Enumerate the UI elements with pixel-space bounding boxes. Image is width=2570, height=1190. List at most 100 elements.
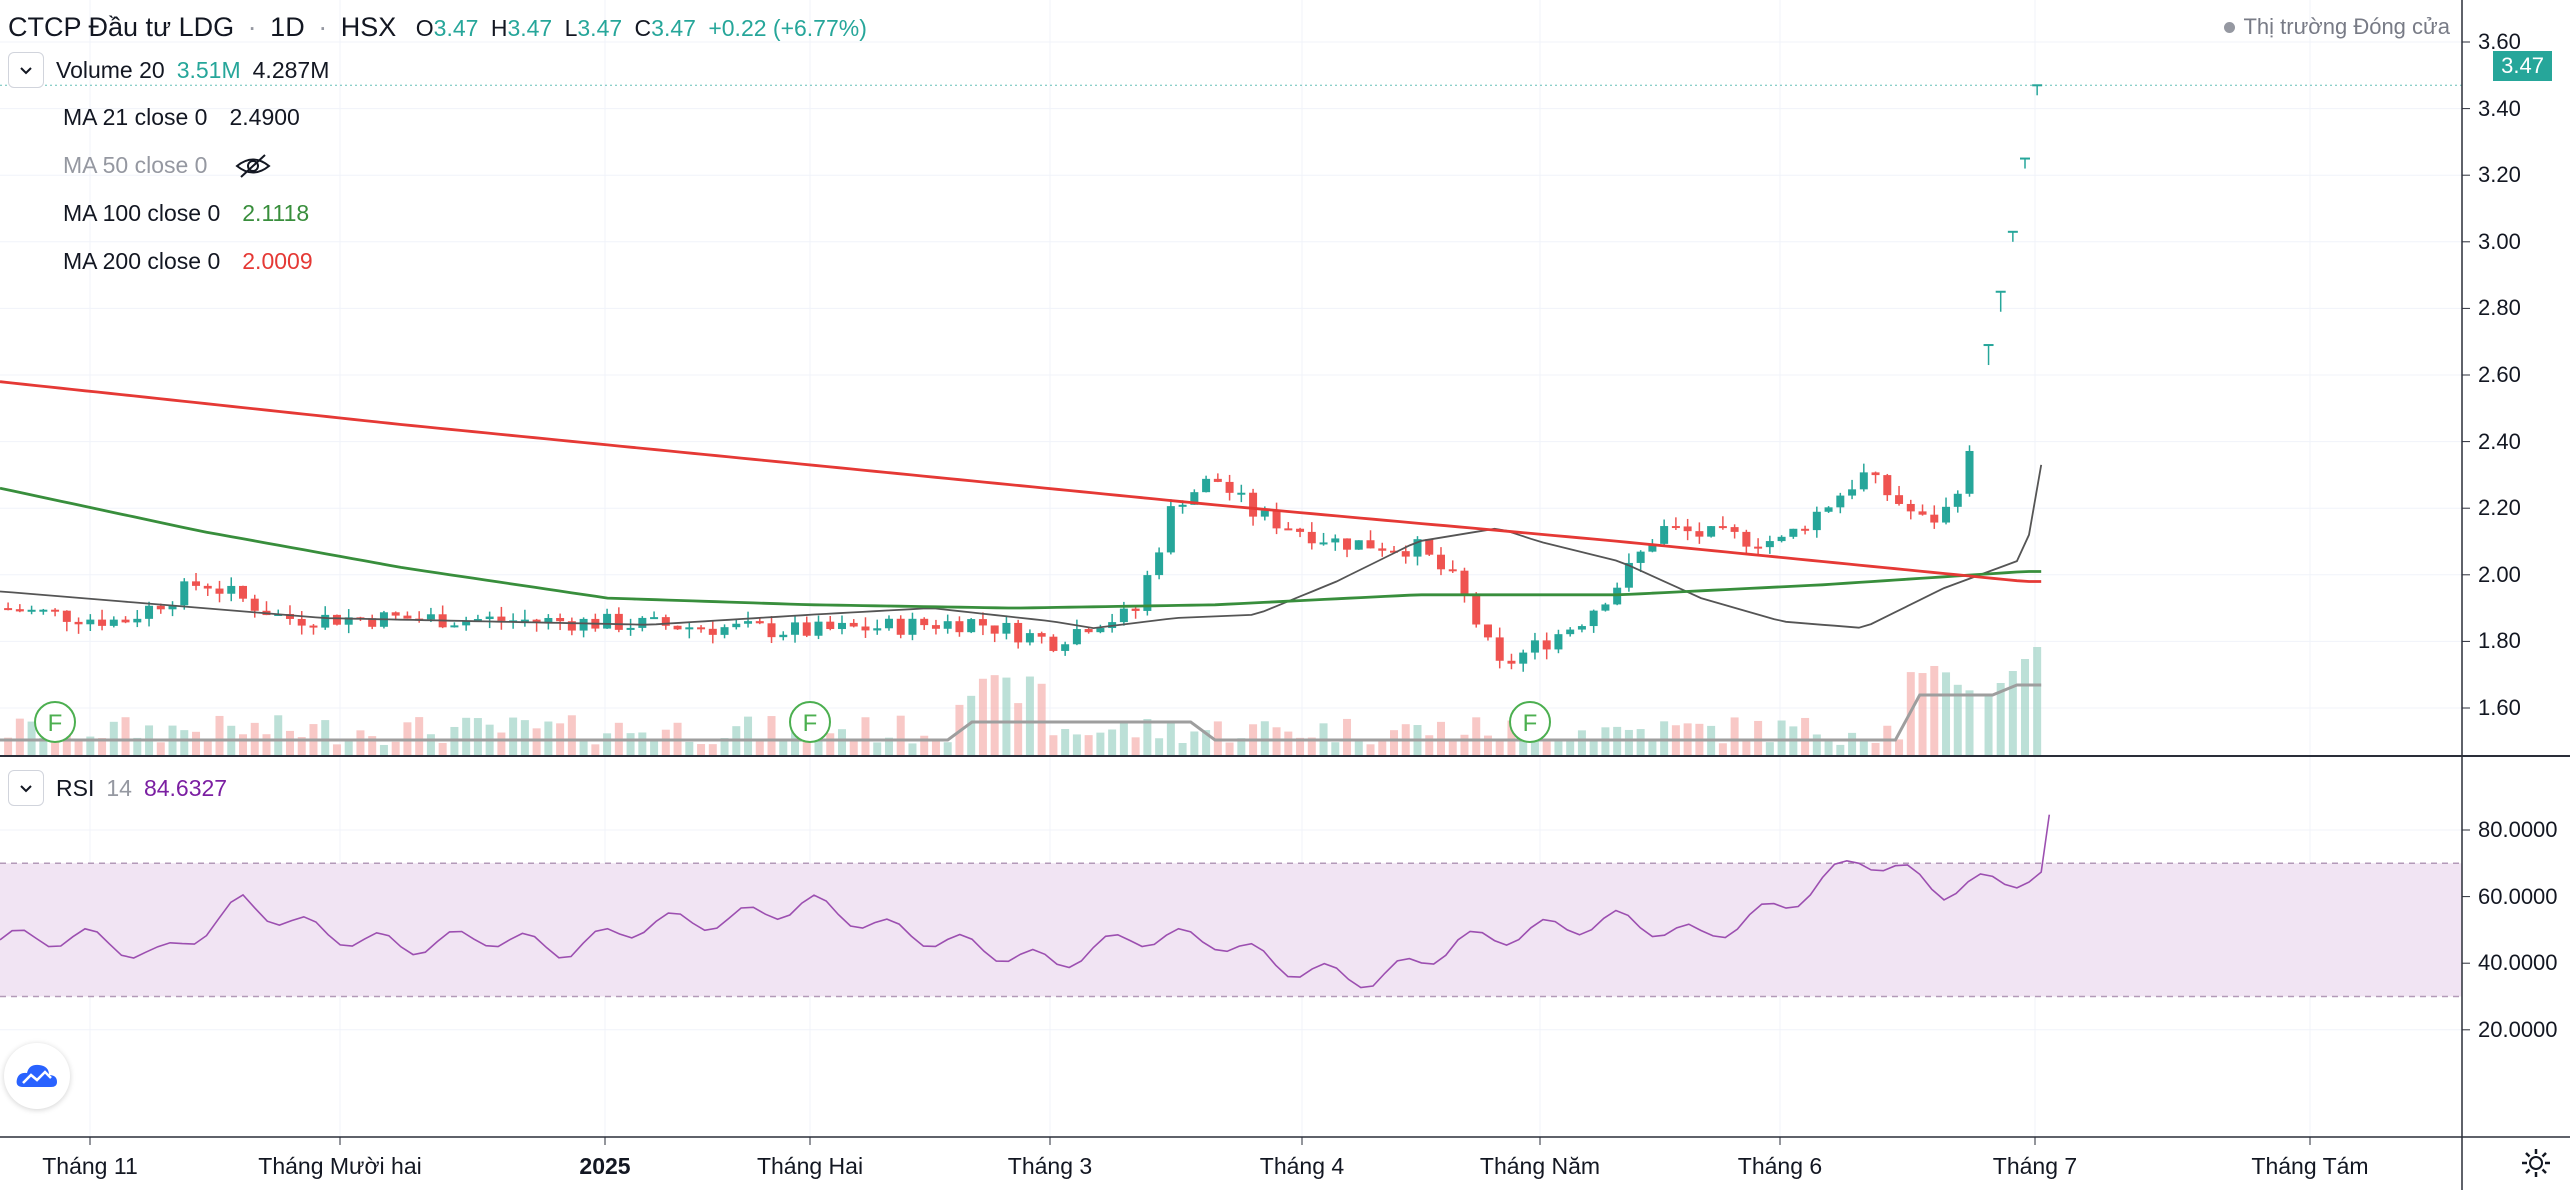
- candle-body: [250, 598, 259, 611]
- interval[interactable]: 1D: [270, 12, 305, 42]
- candle-body: [1037, 633, 1046, 637]
- candle-body: [544, 617, 553, 622]
- price-tick-label: 2.40: [2478, 428, 2521, 454]
- candle-body: [98, 619, 107, 626]
- close-value: 3.47: [651, 15, 696, 41]
- separator: ·: [318, 12, 328, 42]
- volume-bar: [697, 744, 706, 755]
- candle: [1554, 629, 1563, 654]
- volume-bar: [755, 738, 764, 755]
- settings-gear-icon[interactable]: [2520, 1147, 2552, 1184]
- candle-body: [145, 605, 154, 619]
- candle: [614, 607, 623, 633]
- volume-bar: [203, 741, 212, 755]
- candle: [1848, 479, 1857, 500]
- candle: [520, 609, 529, 627]
- candle-body: [74, 621, 83, 625]
- collapse-legend-button[interactable]: [8, 52, 44, 88]
- candle: [1765, 535, 1774, 554]
- volume-bar: [826, 733, 835, 755]
- candle: [309, 624, 318, 635]
- volume-bar: [2021, 659, 2029, 755]
- candle-body: [1660, 526, 1669, 544]
- volume-bar: [1084, 735, 1093, 755]
- header-legend: CTCP Đầu tư LDG · 1D · HSX O3.47 H3.47 L…: [8, 12, 867, 43]
- change-value: +0.22 (+6.77%): [708, 15, 867, 41]
- candle: [967, 618, 976, 634]
- volume-bar: [1460, 734, 1469, 755]
- candle: [1237, 484, 1246, 503]
- volume-bar: [27, 721, 36, 755]
- candle: [1213, 473, 1222, 483]
- price-tick-label: 1.60: [2478, 695, 2521, 720]
- candle-body: [744, 621, 753, 624]
- candle-body: [1707, 526, 1716, 537]
- ma21-name[interactable]: MA 21 close 0: [63, 104, 208, 130]
- candle-body: [1566, 629, 1575, 635]
- candle-body: [39, 609, 48, 612]
- ma50-name[interactable]: MA 50 close 0: [63, 152, 208, 178]
- candle-body: [791, 622, 800, 635]
- open-label: O: [415, 15, 434, 41]
- candle: [1742, 529, 1751, 555]
- candle: [1401, 545, 1410, 564]
- volume-bar: [1049, 735, 1058, 755]
- candle-body: [1683, 526, 1692, 532]
- candle: [650, 611, 659, 620]
- candle-body: [321, 614, 330, 628]
- collapse-rsi-legend-button[interactable]: [8, 770, 44, 806]
- candle: [109, 616, 118, 628]
- candle-body: [485, 616, 494, 620]
- candle-body: [1801, 528, 1810, 531]
- volume-bar: [1296, 737, 1305, 755]
- eye-hidden-icon[interactable]: [233, 153, 273, 179]
- candle: [1084, 627, 1093, 634]
- volume-bar: [814, 734, 823, 755]
- candle: [1836, 492, 1845, 514]
- volume-bar: [1343, 718, 1352, 755]
- volume-bar: [591, 744, 600, 755]
- candle-body: [156, 605, 165, 610]
- volume-bar: [1848, 732, 1857, 755]
- volume-bar: [1096, 732, 1105, 755]
- candle-body: [732, 623, 741, 628]
- candle: [826, 615, 835, 631]
- candle: [1777, 535, 1786, 543]
- event-marker-label: F: [1523, 710, 1538, 737]
- volume-name[interactable]: Volume 20: [56, 56, 165, 83]
- candle: [579, 617, 588, 638]
- candle-body: [1589, 610, 1598, 627]
- candle: [145, 601, 154, 627]
- candle: [567, 617, 576, 636]
- volume-bar: [1260, 721, 1269, 755]
- candle-body: [884, 618, 893, 629]
- tradingview-logo[interactable]: [4, 1043, 70, 1109]
- chevron-down-icon: [20, 785, 32, 793]
- candle: [1202, 475, 1211, 493]
- candle: [1671, 517, 1680, 530]
- candle: [802, 616, 811, 638]
- candle: [708, 621, 717, 644]
- volume-bar: [15, 718, 24, 755]
- candle: [873, 619, 882, 635]
- ma100-name[interactable]: MA 100 close 0: [63, 200, 221, 226]
- candle: [1883, 473, 1892, 501]
- candle-body: [368, 618, 377, 627]
- symbol-name[interactable]: CTCP Đầu tư LDG: [8, 12, 235, 42]
- rsi-period: 14: [106, 774, 132, 801]
- volume-bar: [967, 695, 976, 755]
- volume-bar: [1166, 723, 1175, 755]
- rsi-name[interactable]: RSI: [56, 774, 95, 801]
- volume-bar: [180, 730, 189, 755]
- volume-bar: [1871, 742, 1880, 755]
- candle-body: [1859, 472, 1868, 490]
- event-marker-label: F: [48, 710, 63, 737]
- price-tick-label: 3.60: [2478, 29, 2521, 54]
- ma200-name[interactable]: MA 200 close 0: [63, 248, 221, 274]
- candle: [121, 616, 130, 624]
- candle-body: [239, 585, 247, 599]
- volume-bar: [626, 733, 635, 755]
- volume-bar: [990, 675, 999, 755]
